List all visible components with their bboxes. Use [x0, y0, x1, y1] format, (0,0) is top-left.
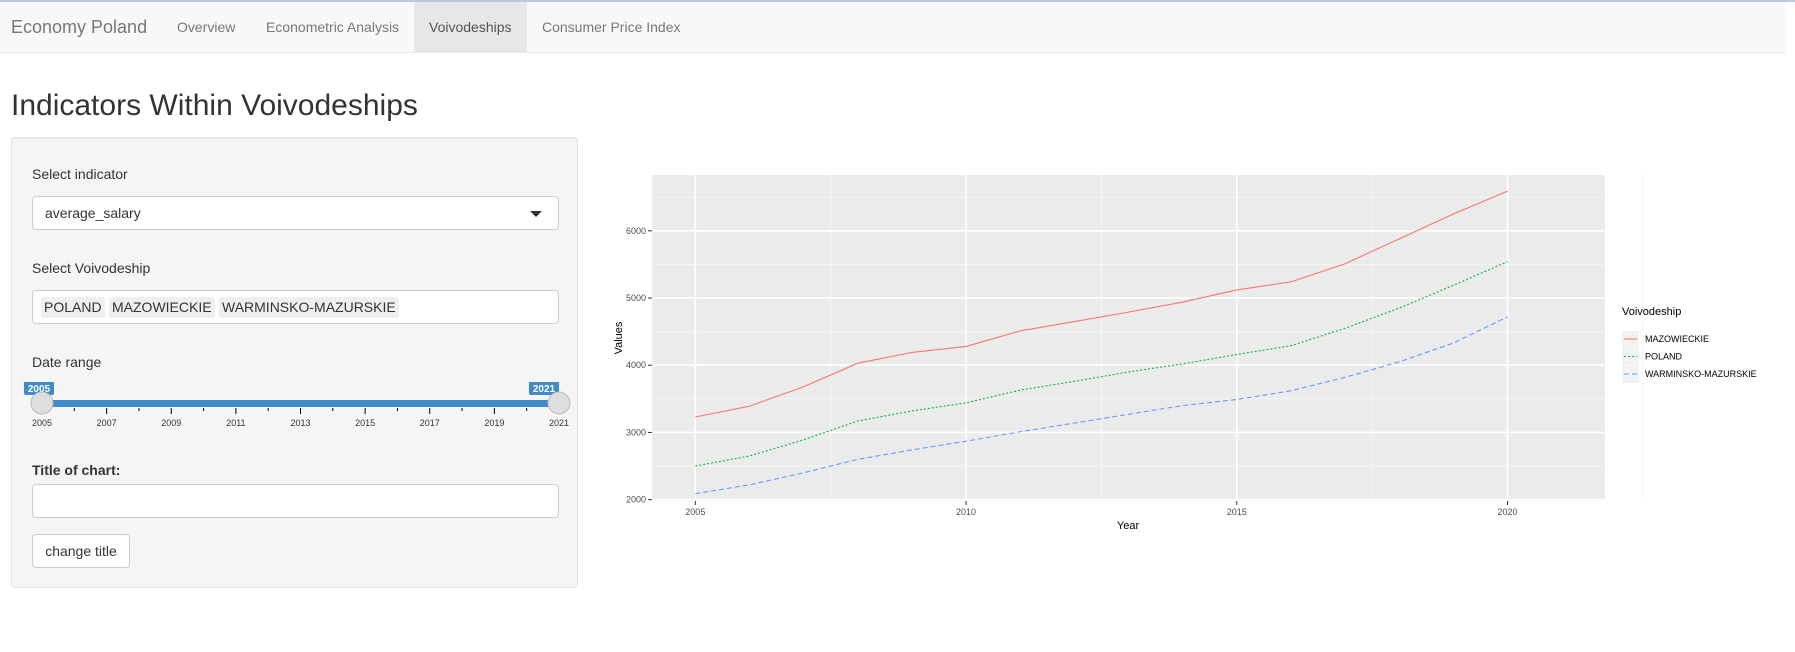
slider-tick-label: 2013 [290, 418, 310, 428]
chart-title-label: Title of chart: [32, 462, 121, 478]
y-tick-label: 2000 [626, 495, 646, 505]
chart-legend: Voivodeship MAZOWIECKIE POLAND WARMINSKO-M… [1622, 306, 1757, 383]
legend-key-background [1622, 366, 1639, 383]
navbar-brand[interactable]: Economy Poland [11, 17, 148, 37]
y-tick-label: 6000 [626, 226, 646, 236]
y-tick-label: 4000 [626, 360, 646, 370]
x-tick-label: 2015 [1227, 507, 1247, 517]
top-border [0, 0, 1795, 2]
x-tick-label: 2020 [1498, 507, 1518, 517]
chip-poland[interactable]: POLAND [41, 297, 105, 318]
select-voivodeship-label: Select Voivodeship [32, 260, 151, 276]
voivodeship-multiselect[interactable]: POLAND MAZOWIECKIE WARMINSKO-MAZURSKIE [32, 290, 559, 324]
slider-from-badge [24, 382, 54, 395]
y-tick-label: 3000 [626, 427, 646, 437]
slider-to-badge [529, 382, 559, 395]
chart-plot-background [652, 175, 1605, 501]
navbar: Economy Poland Overview Econometric Anal… [0, 2, 1785, 53]
chart-y-axis-title: Values [613, 321, 625, 354]
series-line-warminsko-mazurskie [695, 316, 1508, 495]
chart-legend-title: Voivodeship [1622, 306, 1681, 318]
slider-tick-label: 2015 [355, 418, 375, 428]
legend-label: MAZOWIECKIE [1645, 334, 1709, 344]
slider-tick-label: 2011 [226, 418, 245, 428]
line-chart: 2005 2010 2015 2020 2000 3000 4000 5000 6000 Yea… [613, 175, 1757, 532]
chart-x-axis-title: Year [1117, 520, 1140, 532]
y-tick-label: 5000 [626, 293, 646, 303]
slider-from-label: 2005 [28, 384, 51, 395]
tab-consumer-price-index[interactable]: Consumer Price Index [542, 19, 681, 35]
slider-tick-label: 2009 [161, 418, 181, 428]
slider-to-handle[interactable] [547, 391, 571, 415]
chevron-down-icon[interactable] [530, 211, 542, 217]
x-tick-label: 2010 [956, 507, 976, 517]
page-title: Indicators Within Voivodeships [11, 89, 418, 122]
legend-label: WARMINSKO-MAZURSKIE [1645, 369, 1757, 379]
date-range-slider[interactable]: 2005 2007 2009 2011 2013 2015 2017 2019 2021 200… [12, 382, 579, 442]
chart-title-input[interactable] [32, 484, 559, 518]
slider-tick-label: 2017 [420, 418, 440, 428]
series-line-mazowieckie [695, 190, 1508, 418]
indicator-select-value: average_salary [45, 205, 141, 221]
slider-tick-label: 2021 [549, 418, 569, 428]
slider-tick-label: 2005 [32, 418, 52, 428]
slider-to-label: 2021 [533, 384, 556, 395]
chip-warminsko-mazurskie[interactable]: WARMINSKO-MAZURSKIE [219, 297, 399, 318]
x-tick-label: 2005 [685, 507, 705, 517]
sidebar-panel: Select indicator average_salary Select V… [11, 137, 578, 588]
tab-overview[interactable]: Overview [177, 19, 236, 35]
indicator-select[interactable]: average_salary [32, 196, 559, 230]
series-line-poland [695, 261, 1508, 467]
slider-tick-label: 2007 [97, 418, 117, 428]
tab-econometric-analysis[interactable]: Econometric Analysis [266, 19, 400, 35]
change-title-button[interactable]: change title [32, 534, 130, 568]
date-range-label: Date range [32, 354, 102, 370]
legend-label: POLAND [1645, 352, 1683, 362]
tab-voivodeships[interactable]: Voivodeships [414, 2, 527, 53]
slider-from-handle[interactable] [30, 391, 54, 415]
select-indicator-label: Select indicator [32, 166, 128, 182]
chip-mazowieckie[interactable]: MAZOWIECKIE [109, 297, 215, 318]
slider-track[interactable] [42, 400, 559, 407]
legend-key-background [1622, 348, 1639, 366]
slider-tick-label: 2019 [484, 418, 504, 428]
